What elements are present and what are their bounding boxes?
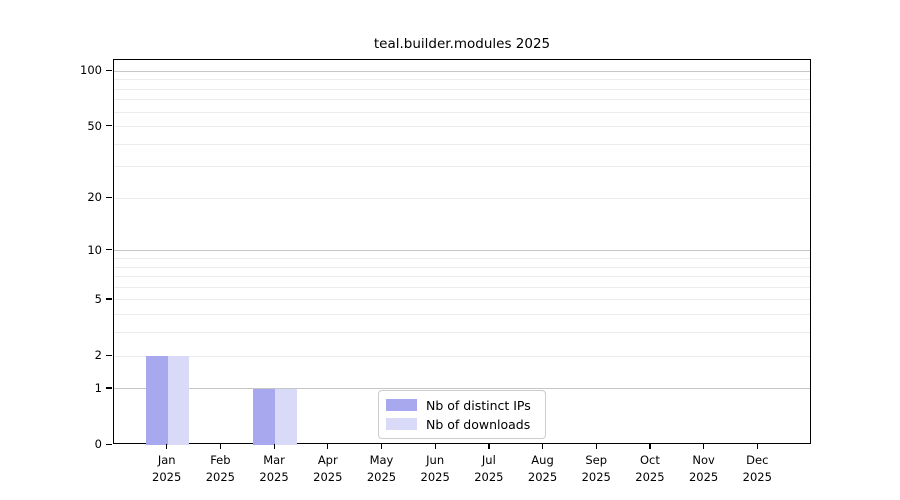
x-tick-label: Oct 2025 bbox=[635, 453, 665, 484]
gridline-major bbox=[114, 388, 810, 390]
y-tick-label: 0 bbox=[94, 437, 102, 451]
bar-distinct-ips bbox=[145, 356, 168, 445]
gridline-minor bbox=[114, 258, 810, 259]
x-tick-mark bbox=[488, 444, 490, 449]
gridline-minor bbox=[114, 197, 810, 199]
x-tick-label: Feb 2025 bbox=[205, 453, 236, 484]
x-tick-mark bbox=[595, 444, 597, 449]
x-tick-mark bbox=[273, 444, 275, 449]
y-tick-mark bbox=[106, 69, 112, 71]
x-tick-mark bbox=[703, 444, 705, 449]
gridline-minor bbox=[114, 88, 810, 90]
y-tick-label: 20 bbox=[87, 190, 102, 205]
legend-swatch-downloads-icon bbox=[386, 418, 417, 430]
bar-distinct-ips bbox=[253, 388, 276, 445]
x-tick-mark bbox=[327, 444, 329, 449]
gridline-minor bbox=[114, 332, 810, 334]
x-tick-label: Jul 2025 bbox=[474, 453, 504, 484]
gridline-minor bbox=[114, 126, 810, 128]
y-tick-mark bbox=[106, 125, 112, 127]
y-tick-mark bbox=[106, 196, 112, 199]
y-tick-mark bbox=[106, 298, 112, 300]
gridline-minor bbox=[114, 266, 810, 268]
x-tick-label: Aug 2025 bbox=[527, 453, 558, 484]
legend-label-distinct-ips: Nb of distinct IPs bbox=[426, 397, 531, 413]
gridline-minor bbox=[114, 314, 810, 316]
plot-area bbox=[113, 59, 811, 445]
x-tick-label: Dec 2025 bbox=[742, 453, 772, 484]
gridline-minor bbox=[114, 111, 810, 113]
y-tick-label: 1 bbox=[94, 380, 102, 395]
y-tick-label: 50 bbox=[87, 118, 102, 133]
gridline-minor bbox=[114, 286, 810, 288]
x-tick-mark bbox=[756, 444, 758, 449]
y-tick-mark bbox=[106, 443, 112, 445]
legend-item-distinct-ips: Nb of distinct IPs bbox=[386, 397, 537, 413]
y-tick-mark bbox=[106, 249, 112, 251]
x-tick-mark bbox=[219, 444, 222, 449]
x-tick-label: Jun 2025 bbox=[420, 453, 450, 484]
gridline-major bbox=[114, 250, 810, 252]
gridline-minor bbox=[114, 276, 810, 278]
x-tick-label: Jan 2025 bbox=[152, 453, 182, 484]
legend: Nb of distinct IPs Nb of downloads bbox=[378, 390, 546, 439]
gridline-major bbox=[114, 70, 810, 72]
y-tick-label: 5 bbox=[94, 291, 102, 306]
y-tick-mark bbox=[106, 387, 112, 389]
x-tick-mark bbox=[542, 444, 544, 449]
gridline-minor bbox=[114, 99, 810, 101]
gridline-minor bbox=[114, 143, 810, 145]
x-tick-mark bbox=[166, 444, 168, 449]
x-tick-label: Apr 2025 bbox=[313, 453, 343, 484]
gridline-minor bbox=[114, 355, 810, 357]
x-tick-mark bbox=[649, 444, 651, 449]
x-tick-label: Mar 2025 bbox=[259, 453, 289, 484]
x-tick-label: Sep 2025 bbox=[581, 453, 611, 484]
legend-swatch-distinct-ips-icon bbox=[386, 399, 417, 411]
chart-title: teal.builder.modules 2025 bbox=[373, 36, 551, 52]
gridline-minor bbox=[114, 166, 810, 168]
legend-label-downloads: Nb of downloads bbox=[426, 416, 531, 432]
y-tick-label: 100 bbox=[80, 63, 102, 78]
x-tick-mark bbox=[434, 444, 436, 449]
legend-item-downloads: Nb of downloads bbox=[386, 416, 537, 432]
bar-downloads bbox=[275, 388, 297, 445]
x-tick-mark bbox=[380, 444, 383, 449]
x-tick-label: Nov 2025 bbox=[688, 453, 719, 484]
y-tick-label: 2 bbox=[94, 348, 102, 363]
x-tick-label: May 2025 bbox=[366, 453, 397, 484]
y-tick-mark bbox=[106, 354, 112, 356]
bar-downloads bbox=[167, 356, 190, 445]
gridline-minor bbox=[114, 299, 810, 301]
gridline-minor bbox=[114, 79, 810, 81]
y-tick-label: 10 bbox=[87, 242, 102, 257]
